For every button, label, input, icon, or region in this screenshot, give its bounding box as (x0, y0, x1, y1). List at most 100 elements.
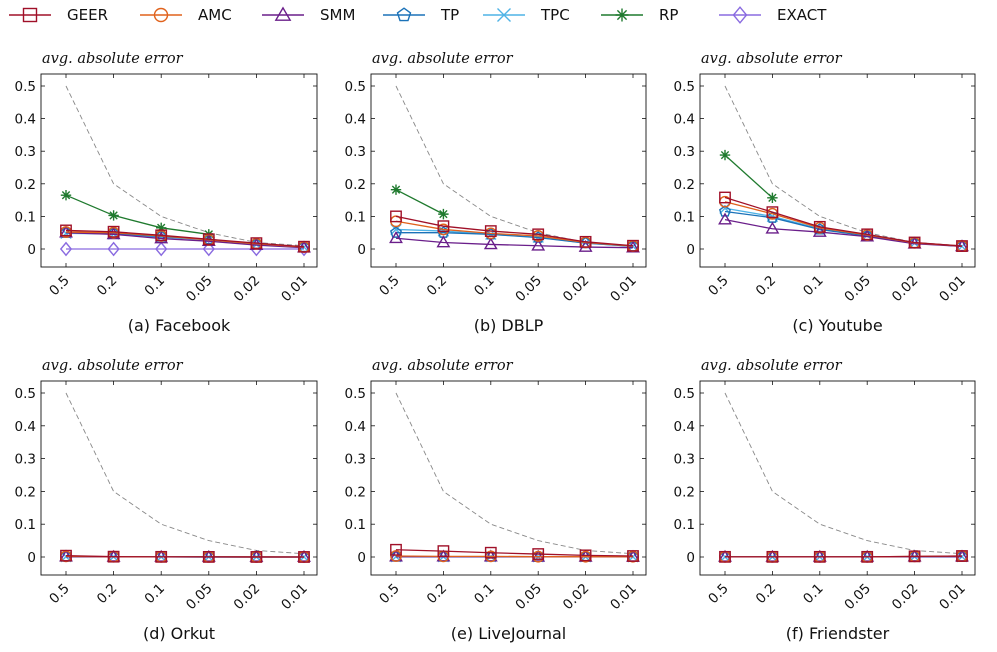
x-tick-label: 0.02 (231, 581, 264, 614)
legend-label: EXACT (777, 6, 827, 24)
y-tick-label: 0.1 (674, 209, 695, 225)
x-tick-label: 0.01 (278, 273, 311, 306)
y-tick-label: 0 (357, 550, 366, 566)
legend-label: TPC (540, 6, 570, 24)
y-tick-label: 0.5 (674, 386, 695, 402)
plot-frame (371, 381, 646, 575)
series-geer (720, 192, 967, 251)
legend: GEER AMC SMM TP TPC RP EXACT (9, 6, 827, 24)
series-geer (720, 551, 967, 562)
series-line (725, 197, 962, 246)
y-tick-label: 0 (27, 550, 36, 566)
y-tick-label: 0.4 (345, 419, 366, 435)
y-tick-label: 0.2 (674, 484, 695, 500)
y-axis-label: avg. absolute error (42, 51, 184, 67)
reference-line (66, 393, 304, 554)
legend-label: TP (440, 6, 459, 24)
x-tick-label: 0.1 (800, 581, 827, 608)
reference-line (725, 393, 962, 554)
x-tick-label: 0.5 (705, 273, 732, 300)
legend-item-tpc: TPC (483, 6, 570, 24)
legend-label: GEER (67, 6, 108, 24)
x-tick-label: 0.1 (142, 581, 169, 608)
x-tick-label: 0.5 (376, 273, 403, 300)
x-tick-label: 0.05 (183, 581, 216, 614)
y-tick-label: 0 (357, 242, 366, 258)
y-tick-label: 0.5 (674, 79, 695, 95)
y-tick-label: 0.4 (674, 419, 695, 435)
plot-frame (41, 381, 317, 575)
legend-item-smm: SMM (262, 6, 355, 24)
x-tick-label: 0.5 (46, 581, 73, 608)
x-tick-label: 0.2 (753, 581, 780, 608)
series-line (66, 556, 304, 557)
panel-caption: (c) Youtube (792, 316, 882, 335)
y-tick-label: 0.1 (674, 517, 695, 533)
x-tick-label: 0.1 (471, 273, 498, 300)
data-point (108, 210, 118, 220)
reference-line (396, 393, 633, 554)
y-tick-label: 0.2 (674, 177, 695, 193)
y-tick-label: 0.2 (345, 177, 366, 193)
panel-caption: (d) Orkut (143, 624, 215, 643)
legend-item-rp: RP (601, 6, 678, 24)
legend-marker-triangle (276, 8, 290, 20)
series-amc (391, 551, 638, 562)
panel-caption: (e) LiveJournal (451, 624, 566, 643)
series-geer (61, 550, 309, 562)
series-line (396, 190, 443, 214)
x-tick-label: 0.1 (471, 581, 498, 608)
x-tick-label: 0.02 (231, 273, 264, 306)
y-tick-label: 0.4 (345, 112, 366, 128)
x-tick-label: 0.2 (94, 273, 121, 300)
x-tick-label: 0.2 (424, 581, 451, 608)
x-tick-label: 0.02 (889, 273, 922, 306)
y-axis-label: avg. absolute error (701, 51, 843, 67)
x-tick-label: 0.05 (183, 273, 216, 306)
data-point (438, 209, 448, 219)
y-tick-label: 0.4 (15, 112, 36, 128)
x-tick-label: 0.5 (376, 581, 403, 608)
x-tick-label: 0.01 (936, 273, 969, 306)
x-tick-label: 0.01 (607, 273, 640, 306)
data-point (720, 150, 730, 160)
series-rp (391, 184, 449, 219)
legend-label: AMC (198, 6, 232, 24)
x-tick-label: 0.05 (512, 273, 545, 306)
plot-frame (371, 74, 646, 267)
series-line (66, 233, 304, 248)
legend-marker-asterisk (616, 9, 629, 22)
y-tick-label: 0.1 (15, 517, 36, 533)
data-point (767, 193, 777, 203)
x-tick-label: 0.05 (512, 581, 545, 614)
series-line (725, 212, 962, 247)
y-tick-label: 0 (686, 550, 695, 566)
y-tick-label: 0.5 (345, 79, 366, 95)
series-line (725, 208, 962, 246)
panel-caption: (f) Friendster (786, 624, 890, 643)
series-line (396, 550, 633, 556)
series-line (66, 195, 209, 234)
y-tick-label: 0.3 (15, 144, 36, 160)
legend-label: RP (659, 6, 678, 24)
x-tick-label: 0.01 (278, 581, 311, 614)
y-tick-label: 0.3 (345, 144, 366, 160)
y-axis-label: avg. absolute error (42, 358, 184, 374)
y-tick-label: 0.2 (15, 177, 36, 193)
x-tick-label: 0.1 (142, 273, 169, 300)
y-tick-label: 0.2 (345, 484, 366, 500)
y-tick-label: 0.3 (345, 452, 366, 468)
y-tick-label: 0.1 (345, 209, 366, 225)
x-tick-label: 0.05 (841, 581, 874, 614)
y-tick-label: 0.5 (15, 386, 36, 402)
panel-caption: (a) Facebook (128, 316, 231, 335)
x-tick-label: 0.1 (800, 273, 827, 300)
y-tick-label: 0.4 (674, 112, 695, 128)
x-tick-label: 0.2 (424, 273, 451, 300)
y-tick-label: 0.3 (674, 144, 695, 160)
